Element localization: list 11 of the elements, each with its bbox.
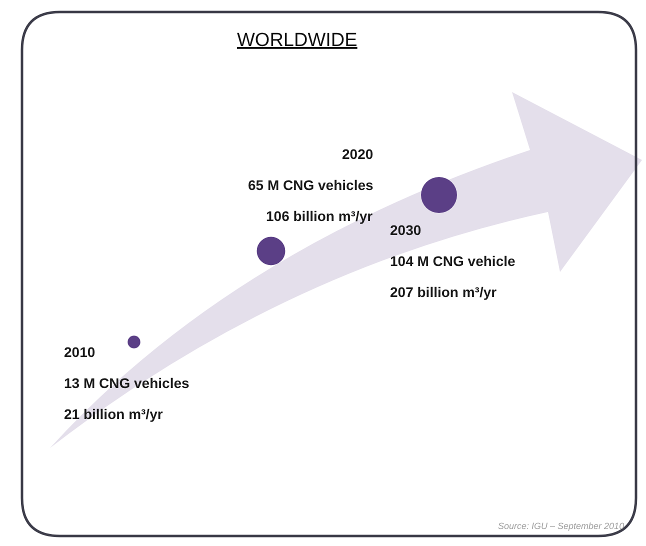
source-note: Source: IGU – September 2010 (498, 521, 624, 531)
text: 21 billion m³/yr (64, 406, 164, 422)
data-label: 65 M CNG vehicles (248, 177, 374, 193)
text: WORLDWIDE (237, 30, 358, 51)
text: 106 billion m³/yr (266, 208, 374, 224)
category-label: 2010 (64, 344, 96, 360)
data-label: 104 M CNG vehicle (390, 253, 516, 269)
data-label: 13 M CNG vehicles (64, 375, 190, 391)
text: 207 billion m³/yr (390, 284, 498, 300)
category-label: 2020 (342, 146, 374, 162)
category-label: 2030 (390, 222, 422, 238)
